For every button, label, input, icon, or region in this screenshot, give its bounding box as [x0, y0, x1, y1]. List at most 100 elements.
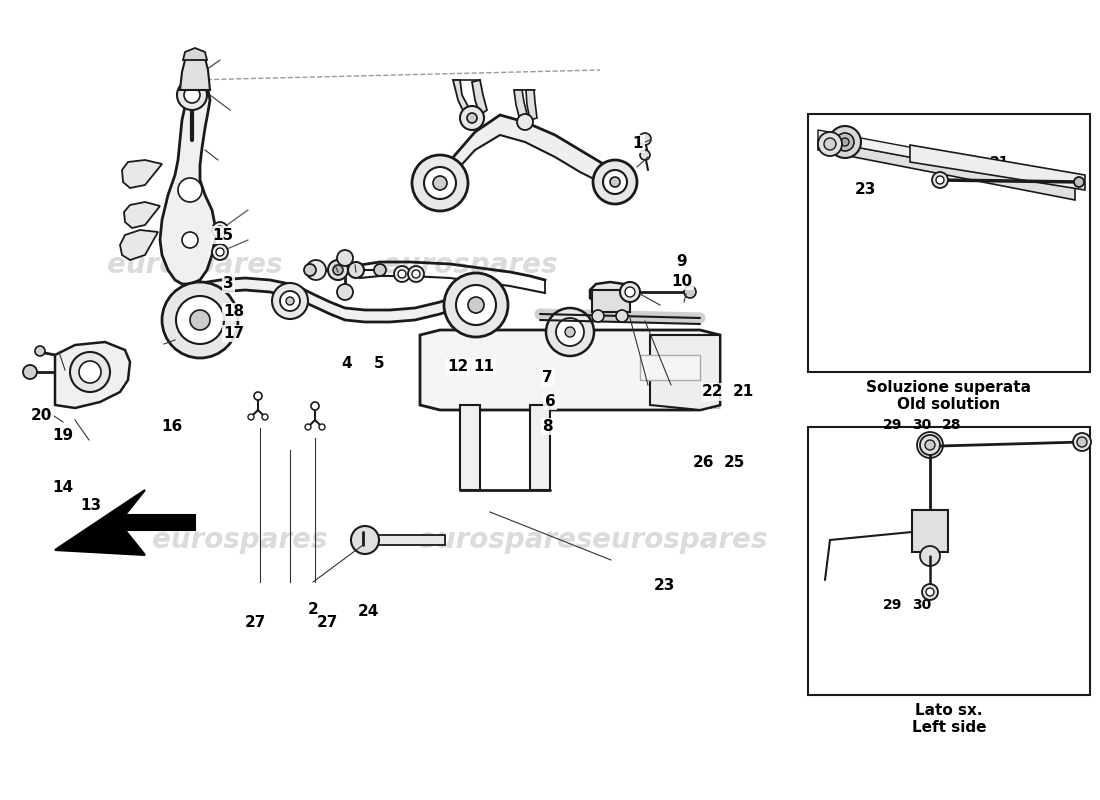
Text: 26: 26	[693, 455, 715, 470]
Polygon shape	[818, 140, 1075, 200]
Text: 23: 23	[855, 182, 876, 198]
Text: 22: 22	[945, 155, 965, 169]
Text: 15: 15	[212, 228, 234, 242]
Circle shape	[348, 262, 364, 278]
Circle shape	[1072, 433, 1091, 451]
Circle shape	[212, 244, 228, 260]
Circle shape	[182, 232, 198, 248]
Circle shape	[468, 297, 484, 313]
Text: eurospares: eurospares	[152, 526, 328, 554]
Circle shape	[306, 260, 326, 280]
Text: 11: 11	[473, 359, 495, 374]
Text: 2: 2	[308, 602, 319, 617]
Text: 17: 17	[223, 326, 245, 341]
Circle shape	[1077, 437, 1087, 447]
Text: 19: 19	[52, 429, 74, 443]
Polygon shape	[55, 342, 130, 408]
Bar	[640, 355, 700, 380]
Circle shape	[162, 282, 238, 358]
Circle shape	[184, 87, 200, 103]
Circle shape	[556, 318, 584, 346]
Circle shape	[936, 176, 944, 184]
Circle shape	[305, 424, 311, 430]
Circle shape	[468, 113, 477, 123]
Circle shape	[460, 106, 484, 130]
Text: 20: 20	[31, 409, 53, 423]
Text: 6: 6	[544, 394, 556, 409]
Circle shape	[176, 296, 224, 344]
Circle shape	[517, 114, 534, 130]
Polygon shape	[526, 90, 537, 120]
Text: 14: 14	[52, 481, 74, 495]
Circle shape	[272, 283, 308, 319]
Circle shape	[444, 273, 508, 337]
Circle shape	[337, 250, 353, 266]
Text: 22: 22	[702, 385, 724, 399]
Circle shape	[412, 270, 420, 278]
Circle shape	[920, 435, 940, 455]
Circle shape	[248, 414, 254, 420]
Polygon shape	[818, 130, 1075, 188]
Circle shape	[311, 402, 319, 410]
Text: 25: 25	[724, 455, 746, 470]
Bar	[808, 114, 1090, 372]
Circle shape	[593, 160, 637, 204]
Circle shape	[262, 414, 268, 420]
Circle shape	[640, 150, 650, 160]
Circle shape	[319, 424, 324, 430]
Circle shape	[374, 264, 386, 276]
Circle shape	[408, 266, 424, 282]
Circle shape	[333, 265, 343, 275]
Circle shape	[684, 286, 696, 298]
Circle shape	[254, 392, 262, 400]
Circle shape	[922, 584, 938, 600]
Polygon shape	[460, 405, 480, 490]
Polygon shape	[590, 282, 630, 304]
Text: eurospares: eurospares	[592, 526, 768, 554]
Polygon shape	[180, 55, 210, 90]
Text: 21: 21	[733, 385, 755, 399]
Text: 24: 24	[358, 605, 379, 619]
Polygon shape	[183, 48, 207, 60]
Bar	[912, 510, 948, 552]
Circle shape	[412, 155, 468, 211]
Circle shape	[610, 177, 620, 187]
Text: 8: 8	[542, 419, 553, 434]
Circle shape	[433, 176, 447, 190]
Circle shape	[818, 132, 842, 156]
Circle shape	[920, 546, 940, 566]
Text: 4: 4	[341, 357, 352, 371]
Text: 30: 30	[912, 418, 932, 432]
Circle shape	[1074, 177, 1084, 187]
Circle shape	[351, 526, 380, 554]
Text: 1: 1	[632, 137, 644, 151]
Text: 21: 21	[990, 155, 1010, 169]
Circle shape	[394, 266, 410, 282]
Text: eurospares: eurospares	[108, 251, 283, 279]
Polygon shape	[650, 335, 721, 410]
Text: 18: 18	[223, 305, 245, 319]
Text: 27: 27	[244, 615, 266, 630]
Circle shape	[35, 346, 45, 356]
Text: 29: 29	[883, 598, 903, 612]
Circle shape	[286, 297, 294, 305]
Polygon shape	[160, 88, 215, 284]
Circle shape	[190, 310, 210, 330]
Circle shape	[177, 80, 207, 110]
Circle shape	[842, 138, 849, 146]
Bar	[592, 290, 630, 312]
Text: Lato sx.
Left side: Lato sx. Left side	[912, 703, 987, 735]
Circle shape	[280, 291, 300, 311]
Text: 16: 16	[161, 419, 183, 434]
Polygon shape	[453, 80, 470, 115]
Bar	[365, 535, 446, 545]
Circle shape	[79, 361, 101, 383]
Text: 9: 9	[676, 254, 688, 269]
Circle shape	[178, 178, 202, 202]
Circle shape	[70, 352, 110, 392]
Circle shape	[328, 260, 348, 280]
Circle shape	[212, 222, 228, 238]
Text: 30: 30	[912, 598, 932, 612]
Circle shape	[337, 284, 353, 300]
Circle shape	[216, 226, 224, 234]
